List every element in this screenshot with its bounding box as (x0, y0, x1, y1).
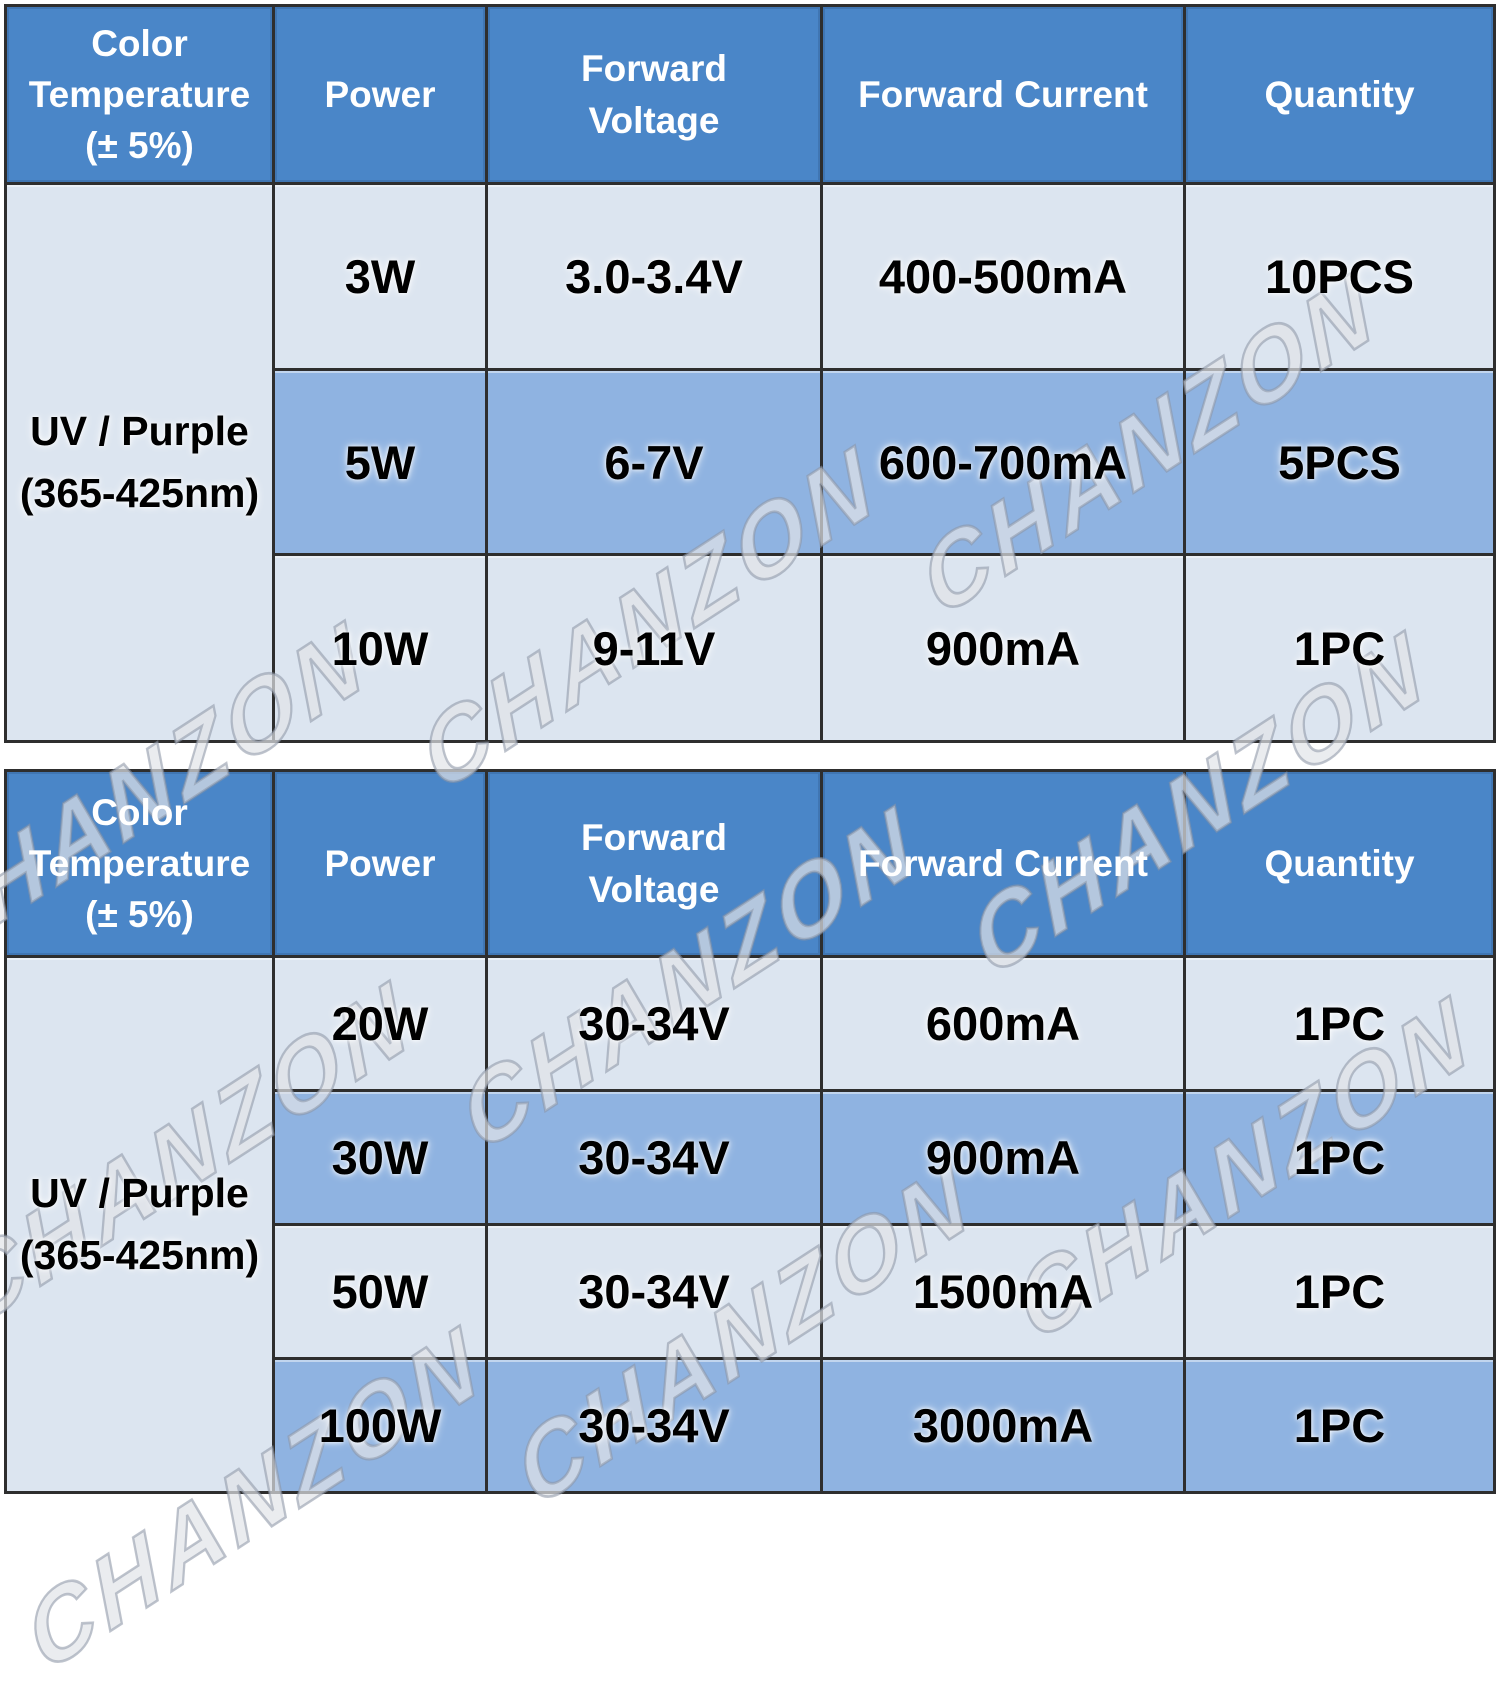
cell-forward_current: 900mA (823, 556, 1183, 740)
cell-value-power: 5W (344, 435, 416, 489)
cell-value-power: 10W (331, 621, 429, 675)
group-cell-color-temperature: UV / Purple (365-425nm) (7, 958, 272, 1491)
cell-forward_voltage: 30-34V (488, 1226, 820, 1357)
cell-quantity: 1PC (1186, 1226, 1493, 1357)
cell-quantity: 10PCS (1186, 185, 1493, 368)
column-header-label: Power (324, 842, 436, 884)
cell-value-forward_voltage: 30-34V (578, 997, 730, 1050)
group-label: UV / Purple (365-425nm) (19, 1170, 260, 1278)
cell-value-power: 30W (331, 1131, 429, 1184)
cell-power: 10W (275, 556, 485, 740)
cell-forward_voltage: 3.0-3.4V (488, 185, 820, 368)
cell-value-forward_voltage: 30-34V (578, 1399, 730, 1452)
cell-forward_voltage: 30-34V (488, 1360, 820, 1491)
group-label: UV / Purple (365-425nm) (19, 408, 260, 516)
column-header-label: Power (324, 73, 436, 115)
cell-value-power: 50W (331, 1265, 429, 1318)
column-header-forward_current: Forward Current (823, 772, 1183, 955)
cell-value-quantity: 1PC (1293, 1265, 1386, 1318)
spec-table-high-power: Color Temperature (± 5%) Power Forward Vol… (4, 769, 1496, 1494)
cell-quantity: 1PC (1186, 556, 1493, 740)
cell-value-quantity: 1PC (1293, 1131, 1386, 1184)
cell-power: 30W (275, 1092, 485, 1223)
column-header-label: Color Temperature (± 5%) (28, 791, 251, 936)
spec-sheet: Color Temperature (± 5%) Power Forward Vol… (0, 4, 1500, 1695)
cell-value-quantity: 1PC (1293, 1399, 1386, 1452)
column-header-forward_voltage: Forward Voltage (488, 772, 820, 955)
cell-power: 5W (275, 371, 485, 553)
cell-quantity: 5PCS (1186, 371, 1493, 553)
column-header-power: Power (275, 7, 485, 182)
cell-forward_current: 600-700mA (823, 371, 1183, 553)
cell-value-forward_current: 900mA (925, 621, 1081, 675)
cell-quantity: 1PC (1186, 1360, 1493, 1491)
column-header-color_temperature: Color Temperature (± 5%) (7, 7, 272, 182)
cell-value-quantity: 1PC (1293, 621, 1386, 675)
cell-value-power: 20W (331, 997, 429, 1050)
spec-table-low-power: Color Temperature (± 5%) Power Forward Vol… (4, 4, 1496, 743)
column-header-label: Forward Voltage (581, 817, 727, 910)
cell-forward_current: 900mA (823, 1092, 1183, 1223)
column-header-label: Quantity (1264, 73, 1415, 115)
column-header-quantity: Quantity (1186, 772, 1493, 955)
cell-forward_current: 3000mA (823, 1360, 1183, 1491)
cell-value-forward_voltage: 3.0-3.4V (565, 250, 743, 303)
cell-power: 50W (275, 1226, 485, 1357)
cell-value-forward_current: 400-500mA (878, 250, 1128, 303)
cell-forward_voltage: 30-34V (488, 1092, 820, 1223)
cell-value-quantity: 5PCS (1278, 435, 1401, 489)
column-header-label: Forward Voltage (581, 48, 727, 141)
cell-forward_voltage: 9-11V (488, 556, 820, 740)
cell-value-power: 100W (318, 1399, 442, 1452)
cell-forward_voltage: 6-7V (488, 371, 820, 553)
group-cell-color-temperature: UV / Purple (365-425nm) (7, 185, 272, 740)
column-header-forward_current: Forward Current (823, 7, 1183, 182)
cell-value-forward_current: 600mA (925, 997, 1081, 1050)
column-header-label: Forward Current (858, 73, 1148, 115)
column-header-power: Power (275, 772, 485, 955)
column-header-label: Quantity (1264, 842, 1415, 884)
cell-power: 3W (275, 185, 485, 368)
column-header-quantity: Quantity (1186, 7, 1493, 182)
cell-value-forward_voltage: 30-34V (578, 1265, 730, 1318)
cell-value-power: 3W (344, 250, 416, 303)
cell-value-forward_voltage: 6-7V (604, 435, 704, 489)
cell-value-forward_voltage: 9-11V (592, 621, 716, 675)
cell-value-forward_voltage: 30-34V (578, 1131, 730, 1184)
cell-value-forward_current: 900mA (925, 1131, 1081, 1184)
cell-quantity: 1PC (1186, 958, 1493, 1089)
cell-forward_voltage: 30-34V (488, 958, 820, 1089)
cell-forward_current: 1500mA (823, 1226, 1183, 1357)
cell-value-forward_current: 600-700mA (878, 435, 1128, 489)
cell-forward_current: 400-500mA (823, 185, 1183, 368)
column-header-label: Forward Current (858, 842, 1148, 884)
table-gap (0, 743, 1500, 769)
cell-value-forward_current: 3000mA (912, 1399, 1094, 1452)
column-header-label: Color Temperature (± 5%) (28, 22, 251, 167)
cell-value-forward_current: 1500mA (912, 1265, 1094, 1318)
column-header-forward_voltage: Forward Voltage (488, 7, 820, 182)
column-header-color_temperature: Color Temperature (± 5%) (7, 772, 272, 955)
cell-power: 20W (275, 958, 485, 1089)
cell-value-quantity: 1PC (1293, 997, 1386, 1050)
cell-power: 100W (275, 1360, 485, 1491)
cell-value-quantity: 10PCS (1265, 250, 1414, 303)
cell-quantity: 1PC (1186, 1092, 1493, 1223)
cell-forward_current: 600mA (823, 958, 1183, 1089)
